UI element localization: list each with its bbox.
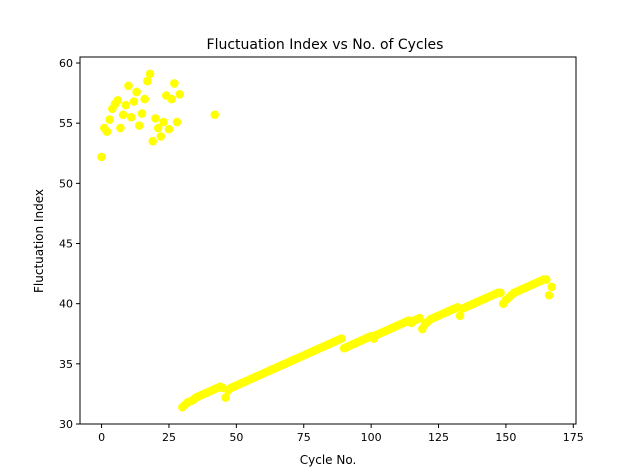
y-axis-ticks: 30 35 40 45 50 55 60 (59, 57, 80, 431)
data-point (544, 290, 554, 300)
data-point (210, 110, 220, 120)
data-point (172, 117, 182, 127)
data-points (97, 69, 557, 412)
data-point (496, 288, 505, 298)
x-tick-label: 0 (98, 431, 105, 444)
data-point (118, 110, 128, 120)
data-point (137, 109, 147, 118)
x-tick-label: 100 (361, 431, 382, 444)
data-point (135, 121, 144, 130)
data-point (140, 94, 149, 104)
plot-area-frame (79, 56, 577, 425)
chart-title: Fluctuation Index vs No. of Cycles (207, 37, 444, 53)
data-point (102, 127, 112, 136)
data-point (121, 100, 131, 110)
data-point (156, 132, 166, 141)
data-point (415, 313, 424, 323)
data-point (337, 334, 346, 343)
y-axis-label: Fluctuation Index (32, 189, 46, 293)
x-tick-label: 150 (495, 431, 516, 444)
data-point (143, 76, 152, 86)
data-point (221, 393, 230, 402)
data-point (542, 275, 551, 284)
y-tick-label: 35 (59, 358, 73, 371)
x-axis-label: Cycle No. (300, 453, 357, 467)
data-point (126, 112, 136, 122)
data-point (170, 79, 179, 88)
data-point (145, 69, 155, 79)
data-point (132, 87, 141, 97)
y-tick-label: 40 (59, 298, 73, 311)
data-point (129, 97, 139, 106)
data-point (175, 90, 185, 99)
x-tick-label: 175 (563, 431, 584, 444)
data-point (113, 96, 123, 105)
data-point (151, 114, 160, 123)
y-tick-label: 30 (59, 418, 73, 431)
y-tick-label: 45 (59, 238, 73, 251)
data-point (124, 81, 133, 91)
data-point (97, 152, 106, 162)
data-point (455, 311, 465, 321)
x-tick-label: 50 (229, 431, 243, 444)
data-point (105, 115, 114, 124)
y-tick-label: 60 (59, 57, 73, 70)
x-tick-label: 75 (297, 431, 311, 444)
x-tick-label: 25 (162, 431, 176, 444)
x-axis-ticks: 0 25 50 75 100 125 150 175 (98, 424, 584, 444)
data-point (164, 124, 174, 134)
data-point (159, 117, 168, 127)
data-point (547, 282, 557, 292)
y-tick-label: 50 (59, 177, 73, 190)
data-point (116, 123, 125, 133)
data-point (167, 94, 176, 104)
data-point (148, 136, 158, 146)
y-tick-label: 55 (59, 117, 73, 130)
data-point (153, 123, 163, 133)
x-tick-label: 125 (428, 431, 449, 444)
